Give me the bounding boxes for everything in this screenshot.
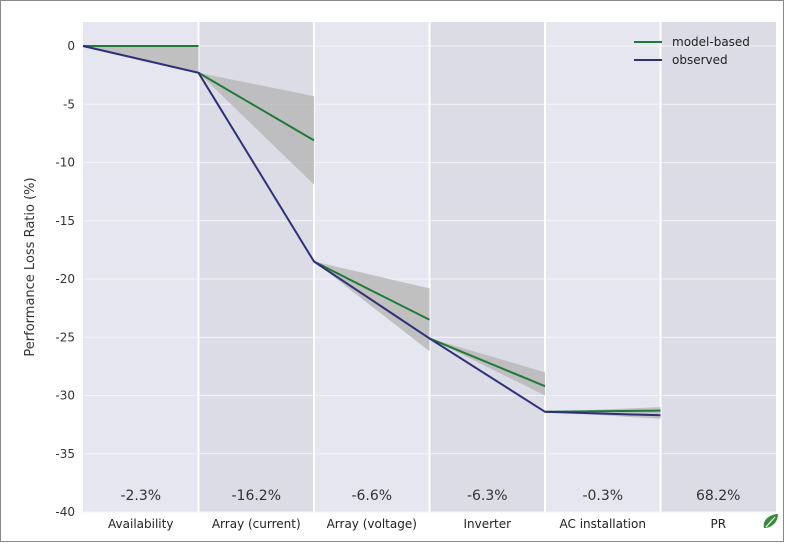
bar-value-label: -2.3% (120, 488, 161, 504)
legend-label: observed (672, 53, 728, 67)
uncertainty-band (198, 72, 314, 185)
bar-value-label: -0.3% (582, 488, 623, 504)
category-stripe (83, 22, 199, 512)
series-line-model-based (197, 71, 315, 142)
category-stripe (545, 22, 661, 512)
y-tick-label: -30 (55, 389, 75, 403)
y-tick-labels: 0 -5 -10 -15 -20 -25 -30 -35 -40 (55, 39, 75, 519)
y-tick-label: -40 (55, 505, 75, 519)
y-tick-label: -5 (63, 97, 75, 111)
bar-value-label: -6.6% (351, 488, 392, 504)
category-label: PR (710, 517, 726, 531)
category-label: Inverter (463, 517, 511, 531)
y-tick-label: -35 (55, 447, 75, 461)
uncertainty-band (314, 261, 430, 352)
y-tick-label: -20 (55, 272, 75, 286)
category-stripe (660, 22, 776, 512)
y-tick-label: -10 (55, 156, 75, 170)
bar-value-label: -6.3% (467, 488, 508, 504)
category-label: AC installation (560, 517, 646, 531)
category-stripe (429, 22, 545, 512)
category-stripes (83, 22, 776, 512)
series-line-observed (82, 45, 661, 417)
series-line-model-based (313, 260, 430, 321)
bar-value-labels: -2.3% -16.2% -6.6% -6.3% -0.3% 68.2% (120, 488, 740, 504)
y-tick-label: -15 (55, 214, 75, 228)
category-label: Availability (108, 517, 173, 531)
series-lines (82, 45, 661, 417)
series-line-model-based (429, 337, 546, 388)
category-label: Array (current) (212, 517, 301, 531)
bar-value-label: -16.2% (231, 488, 281, 504)
y-tick-label: 0 (67, 39, 75, 53)
leaf-logo-icon (763, 514, 778, 528)
y-axis-title: Performance Loss Ratio (%) (23, 177, 38, 356)
uncertainty-band (429, 338, 545, 396)
legend-label: model-based (672, 35, 750, 49)
category-label: Array (voltage) (327, 517, 417, 531)
legend: model-based observed (634, 35, 750, 67)
category-labels: Availability Array (current) Array (voltag… (108, 517, 726, 531)
bar-value-label: 68.2% (696, 488, 740, 504)
y-tick-label: -25 (55, 330, 75, 344)
